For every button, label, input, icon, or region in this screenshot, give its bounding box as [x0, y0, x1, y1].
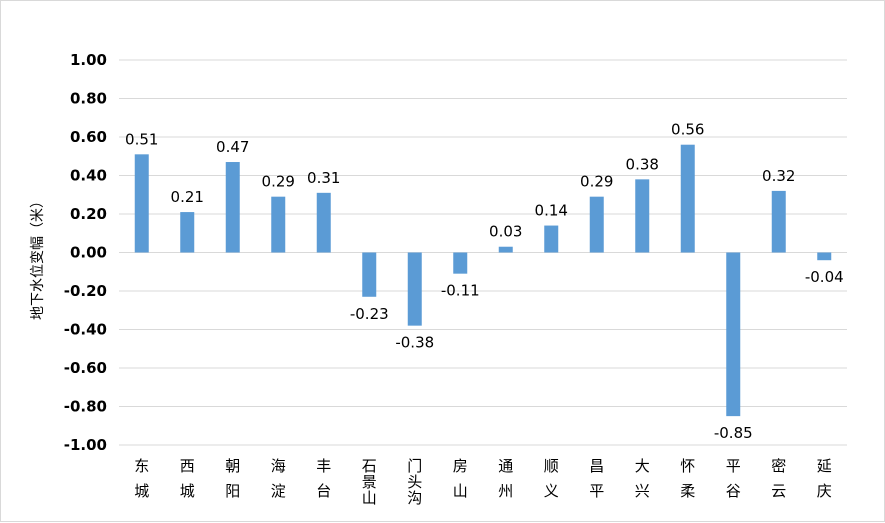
bar: [362, 252, 377, 297]
x-category-label: 密云: [771, 457, 786, 500]
y-tick-label: 0.20: [70, 205, 107, 223]
data-label: -0.11: [441, 282, 480, 300]
x-category-label: 石景山: [362, 457, 377, 507]
bar: [589, 196, 604, 253]
data-label: 0.21: [171, 188, 204, 206]
bar: [407, 252, 422, 326]
data-label: 0.38: [626, 155, 659, 173]
data-label: -0.23: [350, 305, 389, 323]
bar: [544, 225, 559, 253]
data-label: 0.29: [262, 173, 295, 191]
x-category-label: 朝阳: [225, 457, 240, 500]
x-category-label: 平谷: [726, 457, 741, 500]
data-label: 0.51: [125, 130, 158, 148]
x-category-label: 东城: [134, 457, 149, 500]
x-category-label: 延庆: [817, 457, 832, 500]
x-category-label: 海淀: [271, 457, 286, 500]
bar: [316, 192, 331, 253]
bar: [453, 252, 468, 274]
data-labels: 0.51 0.21 0.47 0.29 0.31 -0.23 -0.38 -0.11 0.03 0…: [125, 121, 844, 442]
y-tick-label: -0.80: [64, 398, 107, 416]
bar: [726, 252, 741, 417]
bar: [680, 144, 695, 253]
data-label: 0.14: [535, 202, 568, 220]
y-tick-label: 1.00: [70, 51, 107, 69]
data-label: 0.56: [671, 121, 704, 139]
y-tick-label: 0.80: [70, 90, 107, 108]
x-category-label: 西城: [180, 457, 195, 500]
bar: [134, 154, 149, 253]
bar: [271, 196, 286, 253]
gridlines: [119, 59, 847, 446]
bar: [498, 246, 513, 253]
x-category-label: 大兴: [635, 457, 650, 500]
data-label: 0.29: [580, 173, 613, 191]
y-axis-title: 地下水位变幅（米）: [30, 194, 46, 320]
y-tick-label: -0.20: [64, 282, 107, 300]
x-category-label: 房山: [453, 457, 468, 500]
y-tick-label: 0.60: [70, 128, 107, 146]
data-label: 0.31: [307, 169, 340, 187]
x-category-label: 昌平: [589, 457, 604, 500]
y-tick-label: 0.00: [70, 244, 107, 262]
data-label: 0.03: [489, 223, 522, 241]
x-category-label: 顺义: [544, 457, 559, 500]
bar: [771, 190, 786, 253]
data-label: -0.04: [805, 268, 844, 286]
bar: [180, 212, 195, 253]
y-tick-label: -0.40: [64, 321, 107, 339]
data-label: -0.38: [395, 334, 434, 352]
x-category-label: 怀柔: [680, 457, 695, 500]
y-tick-label: -1.00: [64, 436, 107, 454]
y-axis-tick-labels: 1.00 0.80 0.60 0.40 0.20 0.00 -0.20 -0.40 -0.60 -…: [64, 51, 107, 454]
data-label: 0.32: [762, 167, 795, 185]
x-category-label: 门头沟: [407, 457, 422, 507]
data-label: -0.85: [714, 424, 753, 442]
bars: [134, 144, 832, 417]
bar: [817, 252, 832, 261]
bar: [225, 162, 240, 253]
data-label: 0.47: [216, 138, 249, 156]
x-category-label: 通州: [498, 457, 513, 500]
y-tick-label: -0.60: [64, 359, 107, 377]
bar: [635, 179, 650, 253]
x-category-label: 丰台: [316, 457, 331, 500]
y-tick-label: 0.40: [70, 167, 107, 185]
